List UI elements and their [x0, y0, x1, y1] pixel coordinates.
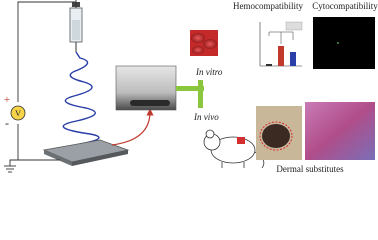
minus-sign: - [5, 116, 9, 130]
dermal-label: Dermal substitutes [276, 164, 344, 174]
wound-photo [256, 106, 302, 160]
arrow [111, 108, 154, 146]
rbc-image [190, 30, 218, 56]
photo-detail [130, 100, 170, 106]
meter-label: V [15, 109, 21, 118]
voltmeter [10, 105, 26, 121]
graphical-abstract: V + - In vitro In vivo Hemocompatibility [4, 0, 378, 174]
in-vitro-label: In vitro [195, 67, 223, 77]
circuit [4, 0, 77, 173]
cell-image [313, 17, 375, 69]
in-vivo-label: In vivo [193, 112, 219, 122]
spiral-jet [62, 51, 100, 145]
syringe [69, 2, 83, 52]
mouse [203, 129, 265, 169]
histology-image [305, 102, 375, 160]
cell-dot [337, 42, 339, 44]
hemocompatibility-title: Hemocompatibility [233, 1, 303, 11]
connector [176, 80, 204, 108]
plus-sign: + [4, 94, 10, 106]
collector-plate [42, 139, 130, 166]
hemolysis-chart [252, 16, 306, 72]
cytocompatibility-title: Cytocompatibility [312, 1, 378, 11]
